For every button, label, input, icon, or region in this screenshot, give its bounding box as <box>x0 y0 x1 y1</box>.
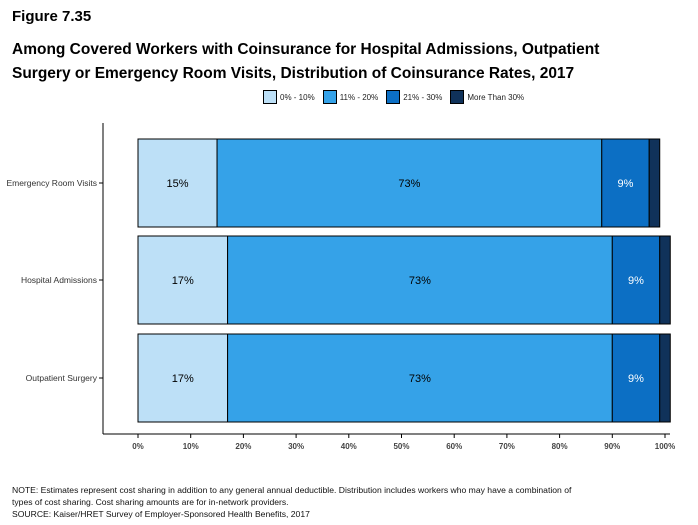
x-tick-label: 40% <box>341 442 357 451</box>
data-label: 73% <box>409 275 431 287</box>
legend-label-0-10: 0% - 10% <box>280 92 315 102</box>
legend-swatch-11-20 <box>322 90 337 104</box>
x-tick-label: 70% <box>499 442 515 451</box>
x-tick-label: 80% <box>552 442 568 451</box>
bar-segment <box>137 235 229 325</box>
y-category-label: Outpatient Surgery <box>26 373 98 383</box>
data-label: 17% <box>172 373 194 385</box>
x-tick-label: 60% <box>446 442 462 451</box>
x-tick-label: 100% <box>655 442 675 451</box>
figure-label: Figure 7.35 <box>12 8 92 25</box>
legend-swatch-0-10 <box>263 90 277 104</box>
legend: 0% - 10% 11% - 20% 21% - 30% More Than 3… <box>263 90 532 104</box>
y-category-label: Hospital Admissions <box>21 275 97 285</box>
x-tick-label: 0% <box>132 442 144 451</box>
source-line: SOURCE: Kaiser/HRET Survey of Employer-S… <box>12 509 310 519</box>
bar-segment <box>137 333 229 423</box>
bar-segment <box>611 235 661 325</box>
legend-label-11-20: 11% - 20% <box>339 92 379 102</box>
x-tick-label: 90% <box>604 442 620 451</box>
data-label: 15% <box>167 178 189 190</box>
data-label: 73% <box>398 178 420 190</box>
bar-segment <box>659 333 671 423</box>
notes: NOTE: Estimates represent cost sharing i… <box>12 484 652 520</box>
x-tick-label: 20% <box>235 442 251 451</box>
bar-segment <box>659 235 671 325</box>
bar-segment <box>648 138 661 228</box>
legend-swatch-21-30 <box>386 90 401 104</box>
data-label: 9% <box>628 373 644 385</box>
data-label: 9% <box>618 178 634 190</box>
x-tick-label: 50% <box>393 442 409 451</box>
data-label: 17% <box>172 275 194 287</box>
bar-segment <box>601 138 650 228</box>
y-category-label: Emergency Room Visits <box>6 178 97 188</box>
bar-segment <box>216 138 603 228</box>
legend-label-21-30: 21% - 30% <box>403 92 443 102</box>
legend-item-more-than-30: More Than 30% <box>450 90 524 104</box>
legend-swatch-more-than-30 <box>450 90 465 104</box>
legend-item-11-20: 11% - 20% <box>322 90 379 104</box>
note-line-2: types of cost sharing. Cost sharing amou… <box>12 497 289 507</box>
legend-label-more-than-30: More Than 30% <box>467 92 525 102</box>
data-label: 73% <box>409 373 431 385</box>
legend-item-21-30: 21% - 30% <box>386 90 442 104</box>
bar-segment <box>227 235 613 325</box>
chart-title: Among Covered Workers with Coinsurance f… <box>12 41 600 82</box>
x-tick-label: 30% <box>288 442 304 451</box>
legend-item-0-10: 0% - 10% <box>263 90 315 104</box>
x-tick-label: 10% <box>183 442 199 451</box>
note-line-1: NOTE: Estimates represent cost sharing i… <box>12 485 572 495</box>
data-label: 9% <box>628 275 644 287</box>
stacked-bar-chart: 0% 10% 20% 30% 40% 50% 60% 70% 80% 90% 100% Emergen… <box>6 123 675 451</box>
bar-segment <box>137 138 218 228</box>
